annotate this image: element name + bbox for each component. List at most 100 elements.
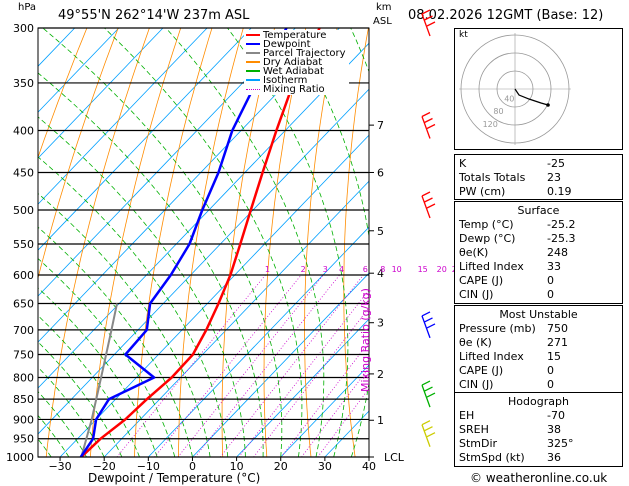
mixing-ratio-line bbox=[219, 274, 364, 457]
pressure-tick-label: 350 bbox=[13, 77, 34, 90]
x-tick-label: 10 bbox=[230, 460, 244, 473]
isotherm-line bbox=[38, 42, 369, 389]
mixing-ratio-label: 6 bbox=[363, 265, 368, 274]
hodo-label: EH bbox=[459, 409, 475, 422]
surface-value: 33 bbox=[547, 260, 561, 273]
isotherm-line bbox=[38, 28, 340, 343]
mixing-ratio-label: 15 bbox=[418, 265, 428, 274]
surface-label: CAPE (J) bbox=[459, 274, 504, 287]
hodo-row: StmDir 325° bbox=[455, 437, 622, 450]
datetime-title: 08.02.2026 12GMT (Base: 12) bbox=[408, 8, 604, 23]
pressure-tick-label: 750 bbox=[13, 348, 34, 361]
index-label: PW (cm) bbox=[459, 185, 506, 198]
mixing-ratio-label: 2 bbox=[301, 265, 306, 274]
mu-value: 750 bbox=[547, 322, 568, 335]
hodograph-title: Hodograph bbox=[508, 395, 569, 408]
hodo-label: StmDir bbox=[459, 437, 498, 450]
index-value: -25 bbox=[547, 157, 565, 170]
hodograph-unit-label: kt bbox=[459, 30, 468, 40]
surface-value: 248 bbox=[547, 246, 568, 259]
wind-barb bbox=[421, 191, 436, 219]
hodo-row: EH -70 bbox=[455, 409, 622, 422]
wind-barb bbox=[421, 420, 436, 447]
x-tick-label: 0 bbox=[189, 460, 196, 473]
dry-adiabat-line bbox=[134, 28, 213, 457]
dewpoint-line bbox=[79, 28, 288, 457]
surface-row: θe(K) 248 bbox=[455, 246, 622, 259]
surface-row: Dewp (°C) -25.3 bbox=[455, 232, 622, 245]
hodograph-panel bbox=[454, 28, 623, 150]
km-tick-label: 4 bbox=[377, 267, 384, 280]
isotherm-line bbox=[38, 28, 208, 205]
hpa-axis-label: hPa bbox=[18, 2, 37, 13]
pressure-tick-label: 400 bbox=[13, 125, 34, 138]
mixing-ratio-label: 20 bbox=[437, 265, 447, 274]
hodo-value: 36 bbox=[547, 451, 561, 464]
legend-item: Mixing Ratio bbox=[246, 84, 346, 95]
dry-adiabat-line bbox=[382, 28, 400, 457]
isotherm-line bbox=[59, 134, 369, 457]
km-tick-label: 5 bbox=[377, 225, 384, 238]
wet-adiabat-line bbox=[38, 72, 264, 457]
surface-row: CIN (J) 0 bbox=[455, 288, 622, 301]
hodograph-ring-label: 40 bbox=[504, 95, 514, 104]
index-row: PW (cm) 0.19 bbox=[455, 185, 622, 198]
pressure-tick-label: 700 bbox=[13, 324, 34, 337]
legend-label: Wet Adiabat bbox=[263, 66, 324, 77]
mixing-ratio-line bbox=[317, 387, 369, 457]
surface-value: -25.2 bbox=[547, 218, 576, 231]
legend-label: Mixing Ratio bbox=[263, 84, 325, 95]
most-unstable-title: Most Unstable bbox=[499, 308, 578, 321]
isotherm-line bbox=[236, 318, 369, 457]
mixing-ratio-label: 8 bbox=[380, 265, 385, 274]
mu-label: Lifted Index bbox=[459, 350, 524, 363]
surface-label: Lifted Index bbox=[459, 260, 524, 273]
hodo-label: SREH bbox=[459, 423, 489, 436]
isotherm-line bbox=[280, 364, 369, 457]
km-tick-label: 2 bbox=[377, 368, 384, 381]
dry-adiabat-line bbox=[38, 28, 119, 280]
pressure-tick-label: 1000 bbox=[6, 451, 34, 464]
mu-value: 0 bbox=[547, 378, 554, 391]
hodo-row: StmSpd (kt) 36 bbox=[455, 451, 622, 464]
wind-barb bbox=[421, 380, 436, 408]
isotherm-line bbox=[38, 28, 120, 113]
hodograph-trace bbox=[514, 88, 549, 106]
wind-barb bbox=[421, 311, 436, 339]
mu-row: θe (K) 271 bbox=[455, 336, 622, 349]
wet-adiabat-line bbox=[38, 414, 70, 457]
mixing-ratio-line bbox=[194, 274, 340, 457]
index-label: K bbox=[459, 157, 467, 170]
isotherm-line bbox=[103, 180, 369, 457]
dry-adiabat-line bbox=[38, 28, 88, 159]
legend-item: Dewpoint bbox=[246, 40, 346, 50]
x-tick-label: −20 bbox=[93, 460, 116, 473]
pressure-tick-label: 650 bbox=[13, 298, 34, 311]
km-tick-label: 7 bbox=[377, 119, 384, 132]
asl-axis-label: ASL bbox=[373, 16, 392, 27]
mu-row: Lifted Index 15 bbox=[455, 350, 622, 363]
mu-row: Pressure (mb) 750 bbox=[455, 322, 622, 335]
isotherm-line bbox=[192, 272, 369, 457]
km-tick-label: 1 bbox=[377, 414, 384, 427]
legend-label: Dry Adiabat bbox=[263, 57, 323, 68]
km-tick-label: LCL bbox=[384, 451, 405, 464]
wind-barb bbox=[421, 9, 436, 37]
index-row: Totals Totals 23 bbox=[455, 171, 622, 184]
most-unstable-table: Most Unstable Pressure (mb) 750 θe (K) 271… bbox=[454, 305, 623, 393]
surface-row: CAPE (J) 0 bbox=[455, 274, 622, 287]
mixing-ratio-line bbox=[154, 274, 302, 457]
legend-item: Dry Adiabat bbox=[246, 57, 346, 68]
index-value: 0.19 bbox=[547, 185, 572, 198]
x-tick-label: −10 bbox=[137, 460, 160, 473]
surface-label: Dewp (°C) bbox=[459, 232, 516, 245]
isotherm-line bbox=[38, 88, 369, 435]
mixing-ratio-label: 1 bbox=[265, 265, 270, 274]
mu-row: CAPE (J) 0 bbox=[455, 364, 622, 377]
copyright-link[interactable]: © weatheronline.co.uk bbox=[470, 471, 608, 485]
hodograph-ring-label: 120 bbox=[483, 120, 498, 129]
pressure-tick-label: 900 bbox=[13, 413, 34, 426]
mu-value: 15 bbox=[547, 350, 561, 363]
storm-motion-marker bbox=[546, 103, 550, 107]
mu-row: CIN (J) 0 bbox=[455, 378, 622, 391]
